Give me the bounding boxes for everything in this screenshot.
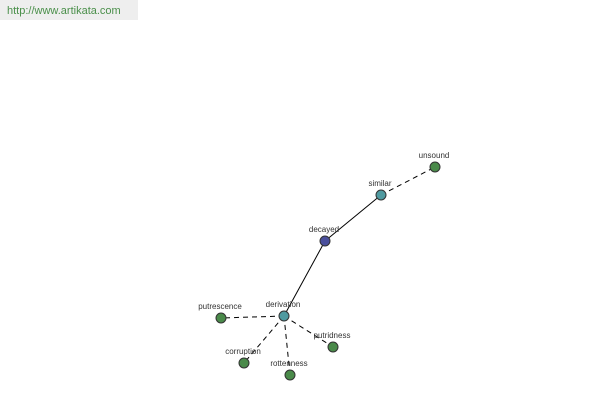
node-label[interactable]: decayed: [309, 225, 339, 234]
dashed-edge: [283, 315, 291, 376]
node-label[interactable]: similar: [368, 179, 391, 188]
node[interactable]: [429, 161, 441, 173]
dashed-edge: [380, 166, 436, 196]
node-label[interactable]: derivation: [266, 300, 301, 309]
node[interactable]: [278, 310, 290, 322]
node-label[interactable]: unsound: [419, 151, 450, 160]
node-label[interactable]: corruption: [225, 347, 261, 356]
dashed-edge: [220, 315, 285, 319]
node-label[interactable]: putrescence: [198, 302, 242, 311]
dashed-edge: [283, 315, 334, 348]
solid-edge: [283, 240, 326, 317]
node[interactable]: [319, 235, 331, 247]
dashed-edge: [243, 315, 285, 364]
node[interactable]: [327, 341, 339, 353]
solid-edge: [324, 194, 382, 242]
nodes: decayed similar unsound derivation putrescen…: [198, 151, 450, 381]
node-label[interactable]: putridness: [314, 331, 351, 340]
node[interactable]: [284, 369, 296, 381]
edges: [220, 166, 436, 376]
node[interactable]: [375, 189, 387, 201]
url-text[interactable]: http://www.artikata.com: [7, 5, 121, 17]
url-banner: [0, 0, 138, 20]
node-label[interactable]: rottenness: [270, 359, 307, 368]
node[interactable]: [238, 357, 250, 369]
node[interactable]: [215, 312, 227, 324]
